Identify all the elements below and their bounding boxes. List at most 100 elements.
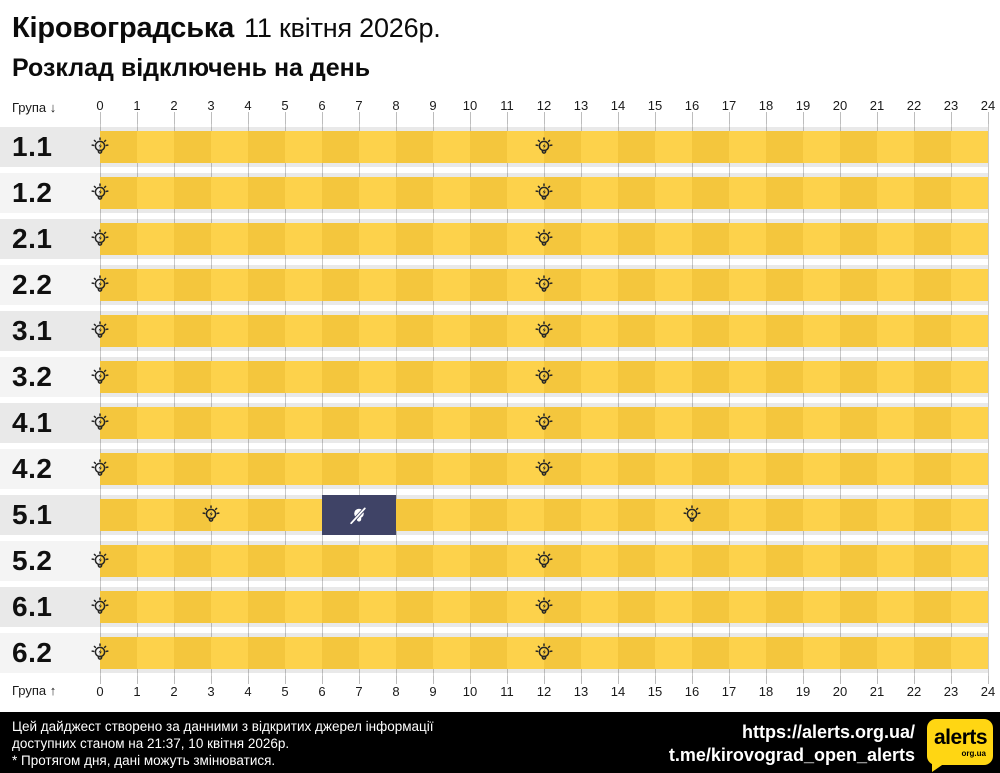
group-label-cell: 5.2: [0, 541, 100, 581]
footer-links: https://alerts.org.ua/ t.me/kirovograd_o…: [669, 721, 927, 767]
hour-tick: [248, 112, 249, 124]
hour-label: 17: [721, 684, 737, 699]
schedule-row: 5.1: [0, 492, 1000, 538]
hour-tick: [914, 112, 915, 124]
group-label-cell: 2.1: [0, 219, 100, 259]
hour-tick: [803, 112, 804, 124]
timeline-track: [91, 630, 1000, 676]
hour-axis-top: Група ↓ 0 1 2 3 4 5 6 7 8 9 10 11 12 13 14 15 16 17 18 19 20…: [0, 96, 1000, 124]
group-label: 3.1: [12, 315, 53, 346]
group-label-cell: 1.2: [0, 173, 100, 213]
schedule-date: 11 квітня 2026р.: [244, 13, 441, 43]
bulb-on-icon: [88, 135, 112, 159]
hour-label: 19: [795, 684, 811, 699]
schedule-row: 5.2: [0, 538, 1000, 584]
hour-label: 2: [170, 684, 178, 699]
hour-label: 1: [133, 98, 141, 113]
hour-label: 4: [244, 98, 252, 113]
hour-tick: [655, 676, 656, 684]
schedule-row: 1.1: [0, 124, 1000, 170]
timeline-track: [91, 584, 1000, 630]
region-title: Кіровоградська: [12, 12, 235, 44]
hour-tick: [692, 676, 693, 684]
hour-tick: [211, 676, 212, 684]
timeline-track: [91, 216, 1000, 262]
bulb-on-icon: [532, 319, 556, 343]
hour-label: 15: [647, 684, 663, 699]
hour-tick: [877, 112, 878, 124]
bulb-on-icon: [88, 595, 112, 619]
hour-label: 12: [536, 684, 552, 699]
hour-tick: [988, 676, 989, 684]
hour-tick: [840, 676, 841, 684]
bulb-on-icon: [532, 641, 556, 665]
bulb-on-icon: [532, 135, 556, 159]
bulb-on-icon: [88, 227, 112, 251]
bulb-on-icon: [88, 549, 112, 573]
schedule-row: 3.1: [0, 308, 1000, 354]
timeline-track: [91, 400, 1000, 446]
hour-label: 12: [536, 98, 552, 113]
hour-tick: [137, 676, 138, 684]
timeline-track: [91, 538, 1000, 584]
group-label: 6.1: [12, 591, 53, 622]
group-label: 5.1: [12, 499, 53, 530]
hour-label: 4: [244, 684, 252, 699]
hour-axis-bottom: Група ↑ 0 1 2 3 4 5 6 7 8 9 10 11 12 13 14 15 16 17 18 19 20…: [0, 676, 1000, 702]
hour-label: 14: [610, 684, 626, 699]
hour-tick: [100, 676, 101, 684]
bulb-on-icon: [88, 365, 112, 389]
bulb-on-icon: [532, 457, 556, 481]
timeline-track: [91, 262, 1000, 308]
hour-tick: [248, 676, 249, 684]
group-label-cell: 3.2: [0, 357, 100, 397]
bulb-on-icon: [532, 273, 556, 297]
bulb-on-icon: [532, 549, 556, 573]
group-label-cell: 5.1: [0, 495, 100, 535]
timeline-track: [91, 124, 1000, 170]
hour-label: 24: [980, 684, 996, 699]
schedule-row: 4.2: [0, 446, 1000, 492]
footer-bar: Цей дайджест створено за данними з відкр…: [0, 712, 1000, 773]
group-axis-label-top: Група ↓: [12, 100, 57, 115]
hour-label: 22: [906, 98, 922, 113]
hour-labels-top: 0 1 2 3 4 5 6 7 8 9 10 11 12 13 14 15 16 17 18 19 20 21 22 23 24: [96, 96, 995, 124]
hour-tick: [544, 676, 545, 684]
schedule-row: 2.2: [0, 262, 1000, 308]
site-link[interactable]: https://alerts.org.ua/: [741, 721, 915, 742]
bulb-on-icon: [532, 181, 556, 205]
schedule-row: 2.1: [0, 216, 1000, 262]
group-label: 6.2: [12, 637, 53, 668]
group-label-cell: 6.1: [0, 587, 100, 627]
hour-tick: [433, 112, 434, 124]
hour-label: 23: [943, 684, 959, 699]
schedule-row: 6.1: [0, 584, 1000, 630]
hour-tick: [322, 676, 323, 684]
hour-label: 0: [96, 684, 104, 699]
bulb-on-icon: [88, 319, 112, 343]
hour-label: 9: [429, 98, 437, 113]
hour-tick: [692, 112, 693, 124]
group-label-cell: 2.2: [0, 265, 100, 305]
bulb-on-icon: [88, 181, 112, 205]
hour-tick: [988, 112, 989, 124]
bulb-on-icon: [532, 365, 556, 389]
disclaimer-line: Цей дайджест створено за данними з відкр…: [12, 719, 434, 734]
hour-label: 11: [500, 98, 514, 113]
disclaimer-line: * Протягом дня, дані можуть змінюватися.: [12, 753, 276, 768]
disclaimer-text: Цей дайджест створено за данними з відкр…: [12, 718, 434, 769]
group-label: 4.1: [12, 407, 53, 438]
telegram-link[interactable]: t.me/kirovograd_open_alerts: [668, 744, 915, 765]
hour-label: 0: [96, 98, 104, 113]
group-label: 4.2: [12, 453, 53, 484]
group-label: 1.1: [12, 131, 53, 162]
logo-subtext: org.ua: [961, 748, 986, 758]
hour-labels-bottom: 0 1 2 3 4 5 6 7 8 9 10 11 12 13 14 15 16 17 18 19 20 21 22 23 24: [96, 676, 995, 702]
hour-label: 19: [795, 98, 811, 113]
schedule-row: 1.2: [0, 170, 1000, 216]
hour-tick: [285, 112, 286, 124]
hour-label: 7: [355, 684, 363, 699]
timeline-track: [91, 308, 1000, 354]
hour-label: 21: [869, 684, 885, 699]
bulb-on-icon: [532, 595, 556, 619]
